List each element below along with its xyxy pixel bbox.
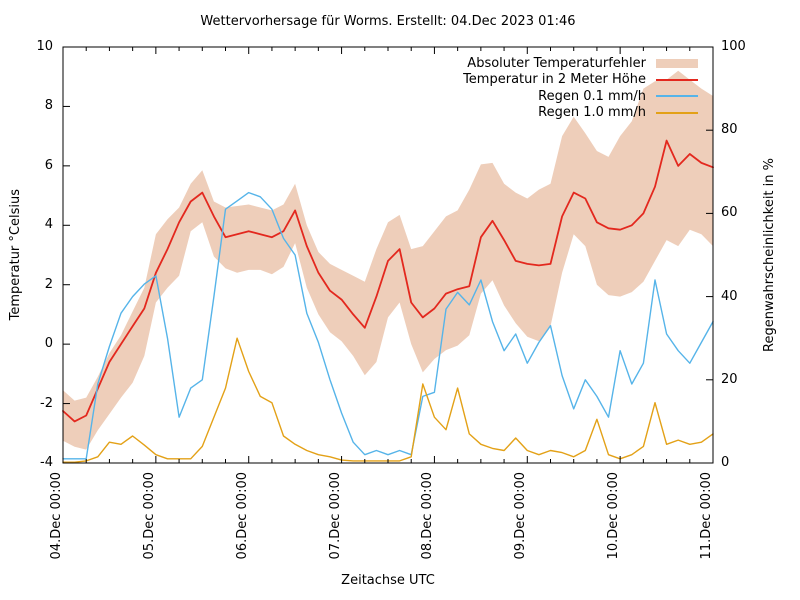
legend-entry-label: Absoluter Temperaturfehler (467, 55, 646, 71)
right-axis-tick-label: 40 (721, 288, 738, 304)
temperature-legend-swatch (656, 78, 698, 81)
rain-10-line (62, 337, 714, 463)
x-axis-tick-label: 11.Dec 00:00 (699, 472, 714, 560)
left-axis-tick-label: -4 (40, 455, 53, 470)
legend-entry: Temperatur in 2 Meter Höhe (463, 72, 698, 88)
legend-entry: Regen 0.1 mm/h (538, 88, 698, 104)
x-axis-tick-label: 04.Dec 00:00 (49, 472, 64, 560)
legend-entry-label: Regen 0.1 mm/h (538, 88, 646, 104)
left-axis-tick-label: 6 (44, 157, 53, 173)
x-axis-tick-label: 05.Dec 00:00 (141, 472, 157, 560)
left-axis-tick-label: 8 (44, 98, 53, 114)
rain-01-line (62, 191, 714, 460)
right-axis-title: Regenwahrscheinlichkeit in % (761, 158, 777, 352)
x-axis-tick-label: 06.Dec 00:00 (234, 472, 250, 560)
x-axis-tick-label: 09.Dec 00:00 (513, 472, 529, 560)
right-axis-tick-label: 60 (721, 205, 738, 221)
chart-title: Wettervorhersage für Worms. Erstellt: 04… (200, 14, 576, 29)
plot-border (62, 46, 714, 464)
band-legend-swatch (656, 58, 698, 68)
legend-entry: Regen 1.0 mm/h (538, 105, 698, 121)
legend-entry: Absoluter Temperaturfehler (467, 55, 698, 71)
right-axis-tick-label: 20 (721, 371, 738, 387)
left-axis-tick-label: 10 (36, 39, 53, 54)
x-axis-title: Zeitachse UTC (341, 573, 435, 588)
x-axis-tick-label: 08.Dec 00:00 (420, 472, 436, 560)
left-axis-tick-label: 2 (44, 276, 53, 292)
right-axis-tick-label: 80 (721, 122, 738, 138)
left-axis-title: Temperatur °Celsius (7, 189, 23, 321)
temperature-line (62, 139, 714, 423)
legend-entry-label: Temperatur in 2 Meter Höhe (463, 72, 646, 87)
x-axis-tick-label: 07.Dec 00:00 (327, 472, 343, 560)
legend-entry-label: Regen 1.0 mm/h (538, 105, 646, 120)
x-axis-tick-label: 10.Dec 00:00 (606, 472, 622, 560)
rain01-legend-swatch (656, 95, 698, 97)
left-axis-tick-label: -2 (40, 395, 53, 411)
right-axis-tick-label: 0 (721, 455, 730, 470)
left-axis-tick-label: 4 (44, 217, 53, 233)
right-axis-tick-label: 100 (721, 39, 746, 54)
left-axis-tick-label: 0 (44, 336, 53, 352)
rain10-legend-swatch (656, 111, 698, 114)
